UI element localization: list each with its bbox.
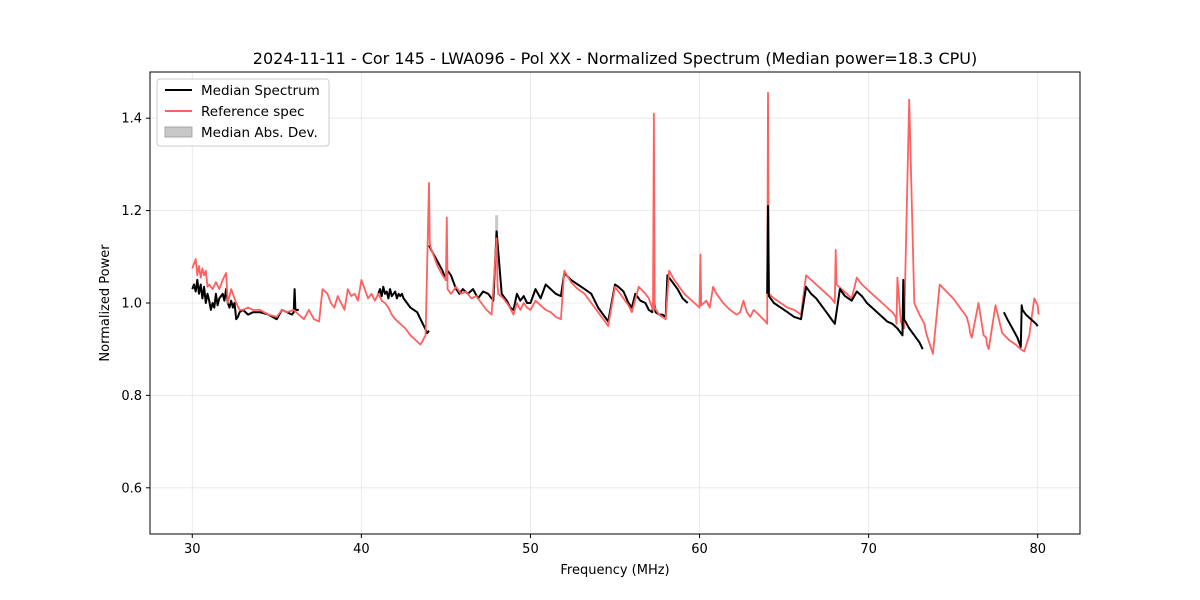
x-axis-label: Frequency (MHz)	[560, 563, 669, 578]
y-tick-label: 0.8	[121, 389, 142, 404]
legend-swatch-mad	[164, 126, 193, 138]
x-tick-label: 60	[691, 542, 708, 557]
median-spectrum-line	[377, 285, 430, 334]
y-axis-label: Normalized Power	[98, 244, 113, 362]
legend-label-reference: Reference spec	[201, 104, 305, 120]
x-tick-label: 80	[1029, 542, 1046, 557]
x-tick-label: 30	[184, 542, 201, 557]
x-tick-label: 70	[860, 542, 877, 557]
y-axis: 0.6 0.8 1.0 1.2 1.4	[121, 112, 150, 496]
legend-label-mad: Median Abs. Dev.	[201, 125, 318, 141]
legend-frame	[156, 78, 330, 147]
y-tick-label: 1.2	[121, 204, 142, 219]
median-spectrum-line	[1003, 304, 1039, 348]
x-axis: 30 40 50 60 70 80	[184, 534, 1046, 557]
y-tick-label: 0.6	[121, 481, 142, 496]
median-spectrum-line	[766, 205, 924, 350]
legend-label-median: Median Spectrum	[201, 83, 320, 99]
legend: Median Spectrum Reference spec Median Ab…	[156, 78, 330, 147]
x-tick-label: 40	[353, 542, 370, 557]
median-spectrum-line	[428, 230, 566, 311]
plot-area	[191, 91, 1040, 355]
chart-title: 2024-11-11 - Cor 145 - LWA096 - Pol XX -…	[253, 49, 977, 68]
y-tick-label: 1.0	[121, 297, 142, 312]
x-tick-label: 50	[522, 542, 539, 557]
reference-spectrum-line	[191, 91, 1040, 355]
y-tick-label: 1.4	[121, 112, 142, 127]
